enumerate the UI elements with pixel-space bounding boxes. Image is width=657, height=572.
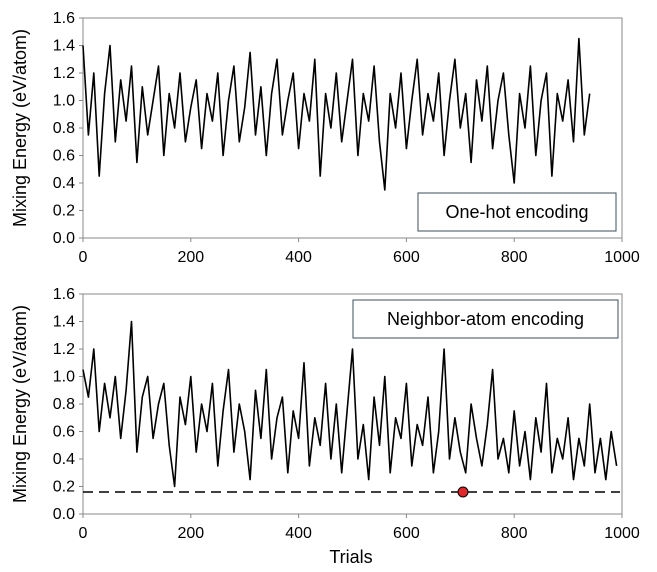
x-tick-label: 600 [393, 525, 420, 542]
y-tick-label: 1.4 [53, 38, 75, 55]
y-tick-label: 1.0 [53, 93, 75, 110]
top-panel-one-hot: 0.0 0.2 0.4 0.6 0.8 1.0 1.2 1.4 1.6 0 200 400 600 800… [53, 10, 640, 266]
x-tick-label: 400 [285, 249, 312, 266]
y-tick-label: 0.8 [53, 396, 75, 413]
encoding-label-text: One-hot encoding [445, 202, 588, 222]
y-tick-label: 0.2 [53, 479, 75, 496]
x-tick-label: 0 [79, 525, 88, 542]
y-tick-label: 1.2 [53, 341, 75, 358]
x-tick-label: 400 [285, 525, 312, 542]
encoding-label-box [352, 299, 619, 339]
energy-series-line [82, 37, 591, 191]
y-tick-label: 1.2 [53, 65, 75, 82]
y-tick-label: 0.0 [53, 506, 75, 523]
encoding-label-text: Neighbor-atom encoding [387, 309, 584, 329]
y-tick-label: 0.8 [53, 120, 75, 137]
x-tick-label: 600 [393, 249, 420, 266]
x-tick-label: 200 [177, 249, 204, 266]
x-tick-label: 800 [501, 525, 528, 542]
y-tick-label: 0.4 [53, 451, 75, 468]
best-result-point [457, 486, 469, 498]
y-tick-label: 1.6 [53, 10, 75, 27]
x-tick-label: 0 [79, 249, 88, 266]
bottom-panel-neighbor-atom: 0.0 0.2 0.4 0.6 0.8 1.0 1.2 1.4 1.6 0 200 400 600 800… [53, 286, 640, 542]
x-tick-label: 1000 [604, 525, 640, 542]
y-tick-label: 0.6 [53, 148, 75, 165]
y-tick-label: 1.0 [53, 369, 75, 386]
y-axis-label-top: Mixing Energy (eV/atom) [10, 29, 30, 227]
encoding-label-box [417, 192, 617, 232]
y-tick-label: 1.4 [53, 314, 75, 331]
energy-series-line [82, 320, 618, 488]
x-axis-label: Trials [329, 547, 372, 567]
y-tick-label: 0.2 [53, 203, 75, 220]
x-tick-label: 1000 [604, 249, 640, 266]
y-tick-label: 0.0 [53, 230, 75, 247]
y-tick-label: 1.6 [53, 286, 75, 303]
y-tick-label: 0.6 [53, 424, 75, 441]
x-tick-label: 800 [501, 249, 528, 266]
x-tick-label: 200 [177, 525, 204, 542]
y-tick-label: 0.4 [53, 175, 75, 192]
y-axis-label-bottom: Mixing Energy (eV/atom) [10, 305, 30, 503]
